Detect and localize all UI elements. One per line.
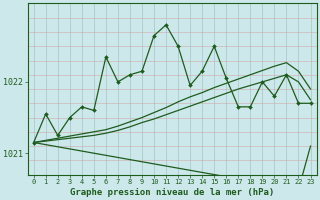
X-axis label: Graphe pression niveau de la mer (hPa): Graphe pression niveau de la mer (hPa) bbox=[70, 188, 274, 197]
